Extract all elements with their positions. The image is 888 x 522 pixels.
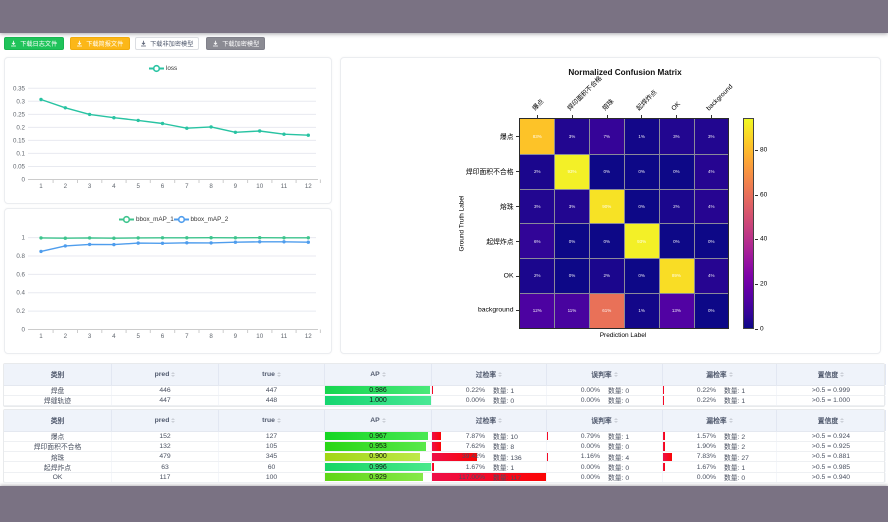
svg-text:5: 5 bbox=[136, 183, 140, 190]
svg-text:8: 8 bbox=[209, 183, 213, 190]
svg-text:10: 10 bbox=[256, 333, 263, 340]
svg-text:8: 8 bbox=[209, 333, 213, 340]
svg-text:0.1: 0.1 bbox=[16, 150, 25, 157]
svg-text:3: 3 bbox=[88, 333, 92, 340]
svg-text:6: 6 bbox=[161, 183, 165, 190]
svg-text:4: 4 bbox=[112, 183, 116, 190]
svg-text:1: 1 bbox=[22, 235, 26, 242]
svg-text:4: 4 bbox=[112, 333, 116, 340]
svg-text:0.6: 0.6 bbox=[16, 271, 25, 278]
svg-text:12: 12 bbox=[305, 333, 312, 340]
svg-text:7: 7 bbox=[185, 333, 189, 340]
svg-text:0.35: 0.35 bbox=[13, 85, 26, 92]
svg-text:0: 0 bbox=[22, 177, 26, 184]
svg-text:6: 6 bbox=[161, 333, 165, 340]
svg-text:0.05: 0.05 bbox=[13, 164, 26, 171]
svg-text:1: 1 bbox=[39, 183, 43, 190]
svg-text:0.25: 0.25 bbox=[13, 111, 26, 118]
svg-text:2: 2 bbox=[64, 183, 68, 190]
svg-text:7: 7 bbox=[185, 183, 189, 190]
svg-text:12: 12 bbox=[305, 183, 312, 190]
svg-text:11: 11 bbox=[281, 183, 288, 190]
svg-text:0.8: 0.8 bbox=[16, 253, 25, 260]
svg-text:0.2: 0.2 bbox=[16, 124, 25, 131]
svg-text:9: 9 bbox=[234, 183, 238, 190]
svg-text:1: 1 bbox=[39, 333, 43, 340]
svg-text:0.15: 0.15 bbox=[13, 137, 26, 144]
svg-text:10: 10 bbox=[256, 183, 263, 190]
svg-text:11: 11 bbox=[281, 333, 288, 340]
svg-text:2: 2 bbox=[64, 333, 68, 340]
svg-text:9: 9 bbox=[234, 333, 238, 340]
svg-text:0: 0 bbox=[22, 327, 26, 334]
svg-text:0.3: 0.3 bbox=[16, 98, 25, 105]
svg-text:5: 5 bbox=[136, 333, 140, 340]
svg-text:3: 3 bbox=[88, 183, 92, 190]
svg-text:0.4: 0.4 bbox=[16, 290, 25, 297]
svg-text:0.2: 0.2 bbox=[16, 308, 25, 315]
